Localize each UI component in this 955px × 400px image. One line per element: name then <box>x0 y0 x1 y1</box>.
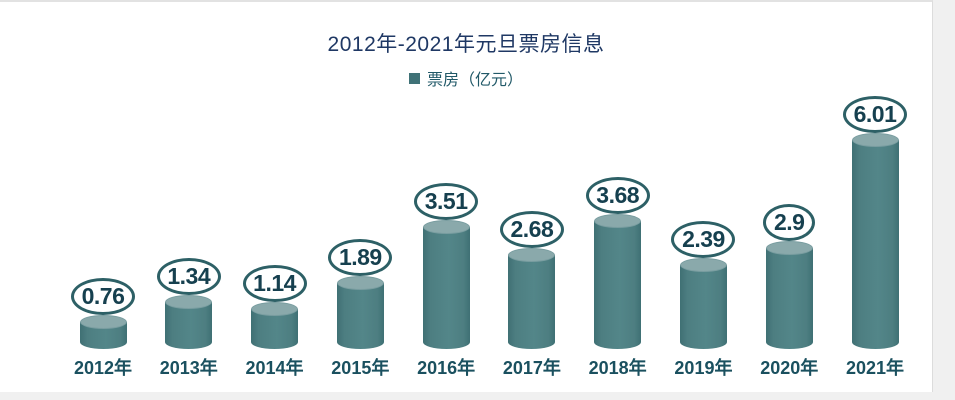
x-axis-label: 2013年 <box>159 358 218 378</box>
data-label-ellipse: 2.68 <box>499 211 564 248</box>
bar-cylinder <box>594 221 642 349</box>
x-axis-label: 2021年 <box>845 358 905 378</box>
legend: 票房（亿元） <box>0 66 932 90</box>
data-label-ellipse: 2.9 <box>763 204 816 241</box>
data-label-value: 3.68 <box>596 182 640 208</box>
bar-cylinder <box>165 302 213 349</box>
data-label-value: 0.76 <box>81 283 125 309</box>
data-label-ellipse: 1.14 <box>242 265 307 302</box>
x-axis-label: 2012年 <box>73 358 133 378</box>
bar-top-ellipse <box>251 302 299 316</box>
bar-top-ellipse <box>508 248 556 262</box>
bar-cylinder <box>765 248 813 349</box>
x-axis-label: 2014年 <box>245 358 304 378</box>
bar-top-ellipse <box>765 241 813 255</box>
data-label-ellipse: 2.39 <box>671 221 736 258</box>
bar-top-ellipse <box>165 295 213 309</box>
data-label-value: 2.39 <box>682 226 725 252</box>
bar-cylinder <box>336 283 384 349</box>
data-label-value: 1.34 <box>167 263 211 289</box>
x-axis-label: 2017年 <box>502 358 561 378</box>
data-label-ellipse: 1.34 <box>156 258 221 295</box>
data-label-value: 1.89 <box>338 244 382 270</box>
chart-title: 2012年-2021年元旦票房信息 <box>327 33 605 56</box>
bar-cylinder <box>679 265 727 349</box>
bar-top-ellipse <box>679 258 727 272</box>
bar-cylinder <box>851 140 899 349</box>
bar-top-ellipse <box>851 133 899 147</box>
data-label-value: 3.51 <box>424 188 468 214</box>
x-axis-label: 2016年 <box>417 358 476 378</box>
bar-top-ellipse <box>336 276 384 290</box>
data-label-ellipse: 6.01 <box>843 96 908 133</box>
data-label-value: 2.9 <box>773 209 805 235</box>
data-label-value: 6.01 <box>853 101 897 127</box>
bar-top-ellipse <box>79 315 127 329</box>
bar-cylinder <box>508 255 556 349</box>
x-axis-label: 2020年 <box>760 358 819 378</box>
x-axis-label: 2019年 <box>674 358 733 378</box>
x-axis-label: 2018年 <box>588 358 647 378</box>
data-label-value: 1.14 <box>253 270 296 296</box>
data-label-value: 2.68 <box>510 216 554 242</box>
x-axis-label: 2015年 <box>331 358 390 378</box>
legend-label: 票房（亿元） <box>426 72 523 89</box>
bar-chart-plot: 0.76 2012年 1.34 2013年 1.14 2014年 1.89 2015年 3.51… <box>71 96 908 378</box>
bar-cylinder <box>422 227 470 349</box>
data-label-ellipse: 1.89 <box>328 239 393 276</box>
data-label-ellipse: 0.76 <box>71 278 135 315</box>
legend-marker-icon <box>408 72 420 84</box>
bar-top-ellipse <box>594 214 642 228</box>
data-label-ellipse: 3.68 <box>585 177 650 214</box>
data-label-ellipse: 3.51 <box>414 183 479 220</box>
bar-top-ellipse <box>422 220 470 234</box>
